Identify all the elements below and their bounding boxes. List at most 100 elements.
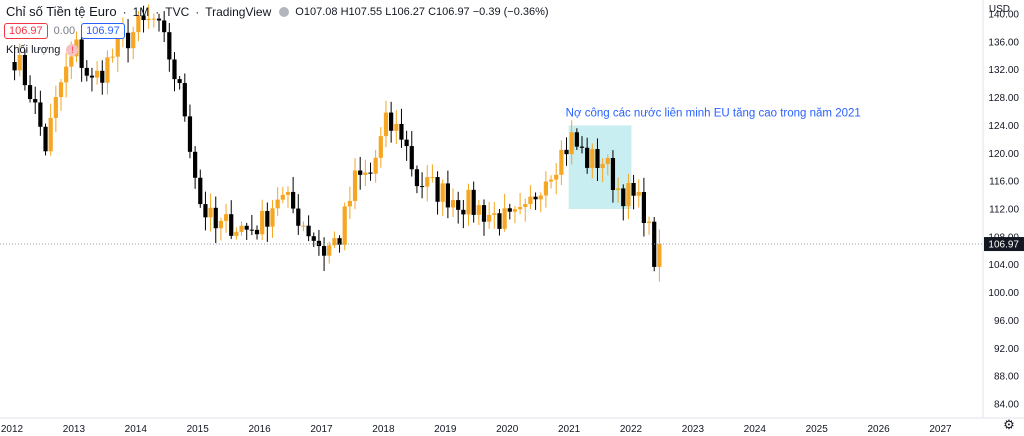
candle-body [296,208,301,226]
candle-body [48,118,53,152]
candle-body [260,210,265,235]
candle-body [358,170,363,175]
candle-body [27,85,33,100]
candle-body [430,177,435,179]
candle-body [254,229,260,235]
candle-body [476,205,481,215]
ohlc-values: O107.08 H107.55 L106.27 C106.97 −0.39 (−… [295,5,549,18]
candle-body [579,146,585,148]
candle-body [352,170,358,201]
spread-value: 0.00 [53,25,76,37]
candle-body [156,18,162,21]
candle-body [600,163,605,168]
candle-body [610,157,616,190]
candle-body [151,18,156,20]
candle-body [95,70,100,78]
candle-body [450,200,456,208]
candle-body [332,238,337,246]
candle-body [306,225,311,237]
y-tick-label: 112.00 [989,205,1019,216]
y-tick-label: 92.00 [994,344,1019,355]
warning-icon[interactable]: ! [66,44,79,56]
candle-body [234,231,239,236]
open-value: 107.08 [303,5,338,18]
buy-price-button[interactable]: 106.97 [81,23,125,39]
candle-body [559,149,564,175]
candle-body [244,225,249,230]
candle-body [435,177,440,202]
close-value: 106.97 [436,5,470,18]
candle-body [146,19,151,21]
x-tick-label: 2025 [806,424,829,435]
candle-body [162,20,167,33]
candle-body [280,194,285,200]
candle-body [605,157,610,164]
y-tick-label: 104.00 [988,260,1019,271]
legend-separator: · [155,4,160,19]
candle-body [125,32,131,49]
candle-body [12,62,17,71]
candle-body [105,57,110,83]
candle-body [368,172,373,174]
market-status-icon[interactable] [279,6,290,17]
candle-body [270,208,275,227]
candle-body [595,149,600,168]
candle-body [641,192,646,224]
candle-body [100,70,105,83]
y-tick-label: 124.00 [988,121,1019,132]
interval-label[interactable]: 1M [132,4,150,19]
currency-label[interactable]: USD [988,4,1010,15]
x-tick-label: 2016 [248,424,271,435]
candle-body [17,55,22,71]
high-value: 107.55 [348,5,383,18]
candle-body [64,66,69,83]
candle-body [110,56,115,58]
candle-body [172,59,177,80]
candle-body [198,177,203,205]
candle-body [208,207,213,218]
candle-body [239,225,244,232]
candle-body [543,181,548,196]
candle-body [471,189,476,215]
x-tick-label: 2020 [496,424,519,435]
candle-body [399,123,404,140]
candle-body [538,195,543,200]
candle-body [53,97,58,119]
candle-body [404,139,409,147]
candle-body [22,55,27,86]
candle-body [621,188,626,207]
x-tick-label: 2017 [310,424,333,435]
candle-body [461,209,466,215]
candle-body [223,214,229,221]
candle-body [492,213,497,215]
candle-body [115,36,120,57]
candle-body [316,240,322,247]
candle-body [33,99,38,103]
symbol-title[interactable]: Chỉ số Tiền tệ Euro [6,4,117,19]
source-label: TradingView [205,4,272,19]
candle-body [487,214,492,222]
candle-body [218,220,224,229]
candle-body [89,75,95,78]
candle-body [337,238,342,245]
y-tick-label: 88.00 [994,372,1019,383]
volume-indicator[interactable]: Khối lượng ! [6,44,79,56]
candle-body [616,188,621,190]
candle-body [414,169,420,187]
candle-body [43,126,48,152]
gear-icon[interactable]: ⚙ [1003,417,1015,432]
candle-body [636,192,641,196]
candle-body [394,123,399,131]
candle-body [564,149,569,155]
candle-body [291,191,296,209]
candle-body [301,225,306,227]
current-price-label: 106.97 [988,240,1019,251]
candle-body [425,177,430,187]
candle-body [321,246,327,256]
candle-body [79,39,84,68]
candle-body [136,15,141,33]
sell-price-button[interactable]: 106.97 [4,23,48,39]
x-tick-label: 2019 [434,424,457,435]
candle-body [657,244,662,267]
